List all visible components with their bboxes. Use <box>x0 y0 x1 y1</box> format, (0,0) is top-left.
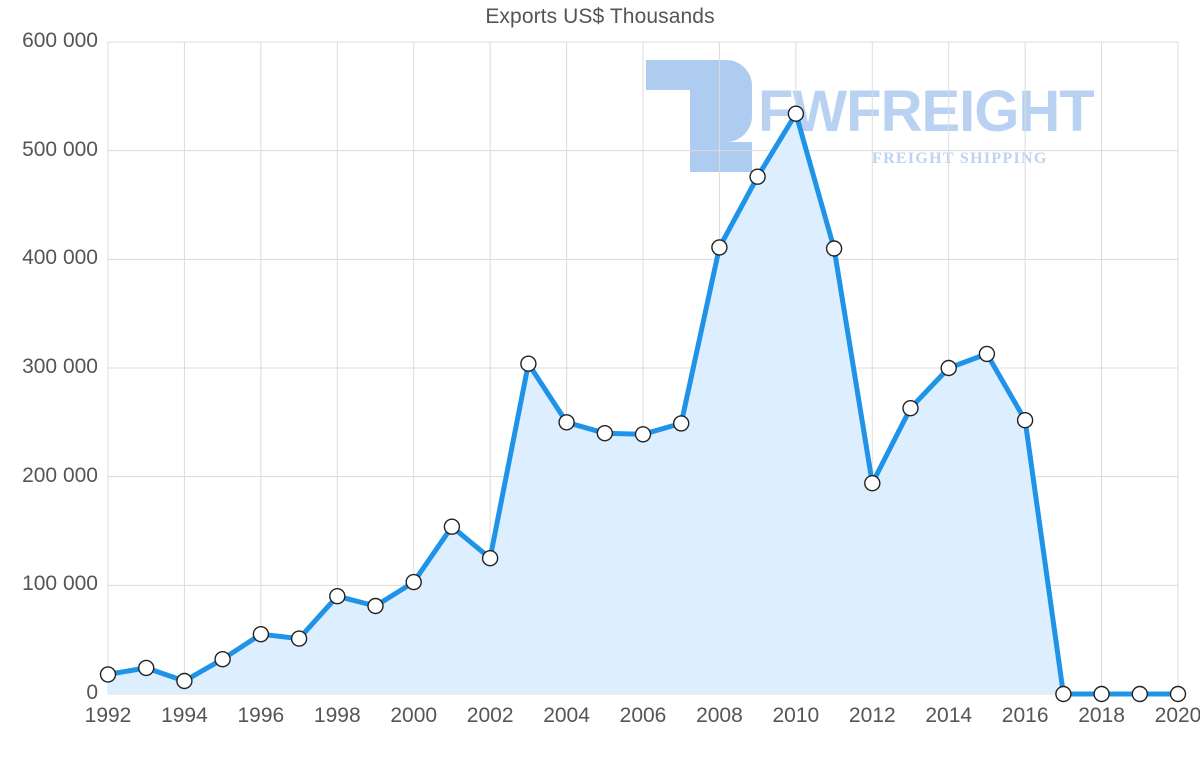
data-point-marker[interactable] <box>481 550 499 567</box>
x-tick-label: 2012 <box>848 704 896 727</box>
y-tick-label: 600 000 <box>22 29 98 52</box>
x-tick-label: 2018 <box>1078 704 1125 727</box>
data-point-marker[interactable] <box>137 659 155 677</box>
data-point-marker[interactable] <box>99 666 117 683</box>
data-point-marker[interactable] <box>673 415 690 432</box>
x-tick-label: 2004 <box>543 704 590 727</box>
data-point-marker[interactable] <box>1093 685 1110 703</box>
data-point-marker[interactable] <box>443 518 461 535</box>
area-fill-path <box>108 113 1178 694</box>
x-tick-label: 2016 <box>1001 704 1049 727</box>
y-tick-label: 200 000 <box>22 463 98 487</box>
x-tick-label: 1998 <box>313 704 361 727</box>
x-tick-label: 1996 <box>237 704 285 727</box>
data-point-marker[interactable] <box>864 475 881 492</box>
x-tick-label: 2014 <box>925 704 973 727</box>
data-point-marker[interactable] <box>1131 685 1149 703</box>
data-point-marker[interactable] <box>1169 685 1187 703</box>
page-title: Exports US$ Thousands <box>485 5 715 28</box>
data-point-marker[interactable] <box>176 672 193 690</box>
data-point-marker[interactable] <box>252 626 270 643</box>
data-point-marker[interactable] <box>329 588 346 605</box>
data-markers <box>99 105 1187 703</box>
x-tick-label: 2020 <box>1154 704 1200 727</box>
data-point-marker[interactable] <box>290 630 308 647</box>
data-point-marker[interactable] <box>787 105 805 122</box>
data-point-marker[interactable] <box>1055 685 1072 703</box>
data-point-marker[interactable] <box>902 400 919 417</box>
data-point-marker[interactable] <box>520 355 537 372</box>
area-fill <box>108 113 1178 694</box>
x-tick-label: 2010 <box>772 704 820 727</box>
x-tick-label: 1994 <box>161 704 208 727</box>
data-point-marker[interactable] <box>558 414 575 431</box>
data-point-marker[interactable] <box>749 168 766 185</box>
data-point-marker[interactable] <box>214 651 231 668</box>
data-point-marker[interactable] <box>367 597 384 615</box>
y-tick-label: 400 000 <box>22 246 98 270</box>
x-tick-label: 2006 <box>619 704 667 727</box>
y-tick-label: 500 000 <box>22 137 98 161</box>
data-point-marker[interactable] <box>711 239 728 256</box>
x-tick-label: 2000 <box>390 704 438 727</box>
data-point-marker[interactable] <box>634 426 652 443</box>
data-point-marker[interactable] <box>596 425 613 442</box>
x-tick-label: 2008 <box>696 704 743 727</box>
data-point-marker[interactable] <box>825 240 843 257</box>
data-point-marker[interactable] <box>1016 412 1034 429</box>
data-point-marker[interactable] <box>405 573 422 591</box>
y-tick-label: 300 000 <box>22 355 98 378</box>
data-point-marker[interactable] <box>978 345 996 363</box>
data-point-marker[interactable] <box>940 359 957 377</box>
y-tick-label: 100 000 <box>22 572 98 596</box>
x-tick-label: 1992 <box>84 704 132 727</box>
y-tick-label: 0 <box>86 681 98 704</box>
x-tick-label: 2002 <box>466 704 514 727</box>
